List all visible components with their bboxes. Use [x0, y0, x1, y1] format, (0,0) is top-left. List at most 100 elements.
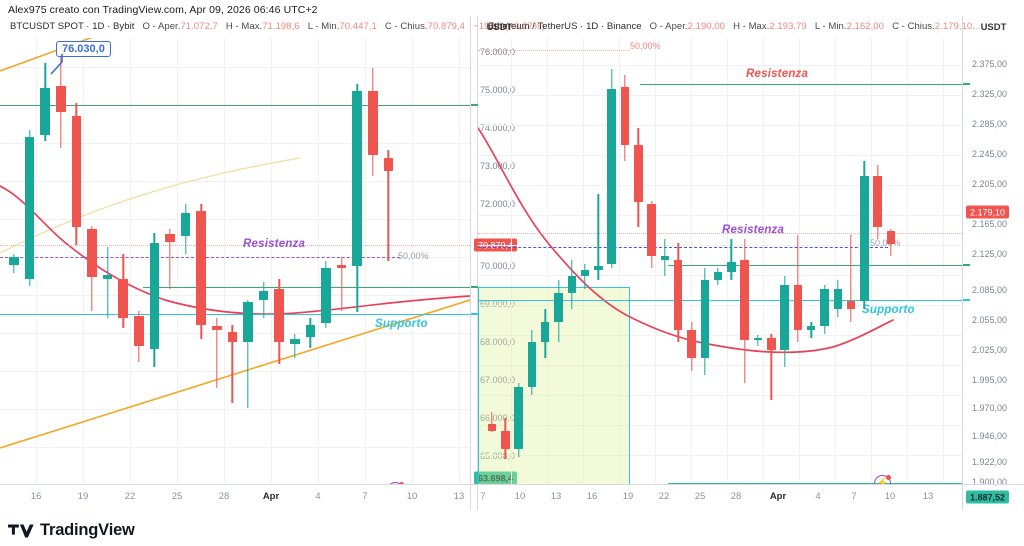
axis-tick: 2.085,00 — [972, 285, 1008, 295]
candle-body — [40, 87, 50, 136]
candlestick[interactable] — [368, 38, 378, 484]
candlestick[interactable] — [673, 38, 683, 484]
candlestick[interactable] — [806, 38, 816, 484]
chart-panel-left[interactable]: BTCUSDT SPOT · 1D · Bybit O - Aper.71.07… — [0, 16, 545, 510]
candlestick[interactable] — [56, 38, 66, 484]
candlestick[interactable] — [647, 38, 656, 484]
candlestick[interactable] — [634, 38, 643, 484]
axis-tick: 2.285,00 — [972, 119, 1008, 129]
legend-open-label: O - Aper. — [649, 21, 688, 32]
candle-body — [383, 158, 394, 171]
candlestick[interactable] — [727, 38, 736, 484]
candlestick[interactable] — [102, 38, 113, 484]
candlestick[interactable] — [352, 38, 362, 484]
candlestick[interactable] — [554, 38, 563, 484]
candle-wick — [491, 411, 493, 433]
candle-body — [753, 337, 763, 341]
resistance-green-upper-right[interactable] — [640, 84, 962, 85]
time-tick: 10 — [884, 491, 896, 502]
candlestick[interactable] — [227, 38, 238, 484]
candlestick[interactable] — [501, 38, 510, 484]
candlestick[interactable] — [321, 38, 331, 484]
candlestick[interactable] — [793, 38, 803, 484]
candlestick[interactable] — [767, 38, 776, 484]
low-price-pill-right: 1.887,52 — [966, 490, 1010, 504]
candle-wick — [169, 229, 171, 290]
candle-body — [673, 259, 683, 330]
resistance-dashed-line-right[interactable] — [478, 247, 888, 248]
candlestick[interactable] — [660, 38, 670, 484]
time-tick: 28 — [730, 491, 742, 502]
current-price-pill-right: 2.179,10 — [966, 205, 1010, 219]
axis-tick: 76.000,0 — [480, 47, 516, 57]
candlestick[interactable] — [607, 38, 616, 484]
candlestick[interactable] — [740, 38, 749, 484]
candlestick[interactable] — [24, 38, 35, 484]
candlestick[interactable] — [846, 38, 856, 484]
plot-area-left[interactable]: Resistenza 50,00% Supporto ⚡ — [0, 38, 470, 484]
candlestick[interactable] — [753, 38, 763, 484]
candle-body — [594, 266, 603, 270]
chart-panel-right[interactable]: Ethereum / TetherUS · 1D · Binance O - A… — [478, 16, 1024, 510]
candle-body — [196, 211, 206, 325]
candlestick[interactable] — [118, 38, 128, 484]
candlestick[interactable] — [305, 38, 316, 484]
candlestick[interactable] — [243, 38, 253, 484]
price-axis-right[interactable]: USDT 2.375,00 2.325,00 2.285,00 2.245,00… — [962, 16, 1024, 510]
candlestick[interactable] — [40, 38, 50, 484]
candlestick[interactable] — [71, 38, 82, 484]
candlestick[interactable] — [527, 38, 537, 484]
candlestick[interactable] — [833, 38, 843, 484]
highlighted-range-box-right[interactable] — [478, 287, 630, 484]
candlestick[interactable] — [700, 38, 710, 484]
candle-wick — [810, 321, 812, 338]
candlestick[interactable] — [383, 38, 394, 484]
bottom-teal-line-right[interactable] — [668, 483, 962, 484]
supporto-line-left[interactable] — [0, 314, 470, 315]
candlestick[interactable] — [514, 38, 523, 484]
time-axis-right[interactable]: 7 10 13 16 19 22 25 28 Apr 4 7 10 13 — [478, 484, 1024, 510]
candlestick[interactable] — [873, 38, 882, 484]
candlestick[interactable] — [196, 38, 206, 484]
candlestick[interactable] — [580, 38, 590, 484]
time-axis-left[interactable]: 16 19 22 25 28 Apr 4 7 10 13 — [0, 484, 528, 510]
candlestick[interactable] — [274, 38, 284, 484]
supporto-line-right[interactable] — [478, 300, 962, 301]
candlestick[interactable] — [212, 38, 222, 484]
candlestick[interactable] — [820, 38, 829, 484]
candlestick[interactable] — [149, 38, 160, 484]
candlestick[interactable] — [487, 38, 497, 484]
candlestick[interactable] — [9, 38, 19, 484]
fib-50-dotted-mid-right[interactable] — [478, 233, 962, 234]
axis-tick: 1.946,00 — [972, 431, 1008, 441]
candlestick[interactable] — [180, 38, 191, 484]
green-mid-line-left[interactable] — [143, 287, 470, 288]
axis-tick: 1.970,00 — [972, 403, 1008, 413]
legend-symbol[interactable]: Ethereum / TetherUS · 1D · Binance — [488, 21, 642, 32]
alert-bolt-icon-left[interactable]: ⚡ — [387, 482, 404, 484]
green-mid-line-right[interactable] — [668, 265, 962, 266]
candlestick[interactable] — [540, 38, 550, 484]
fib-50-dotted-top-right[interactable] — [478, 50, 630, 51]
candlestick[interactable] — [258, 38, 269, 484]
candlestick[interactable] — [713, 38, 723, 484]
candlestick[interactable] — [886, 38, 896, 484]
fib-50-dotted-left[interactable] — [0, 245, 470, 246]
price-axis-left[interactable]: USDT 76.000,0 75.000,0 74.000,0 73.000,0… — [470, 16, 528, 510]
candlestick[interactable] — [620, 38, 630, 484]
candlestick[interactable] — [165, 38, 175, 484]
price-tooltip-left[interactable]: 76.030,0 — [56, 41, 111, 57]
plot-area-right[interactable]: 50,00% Resistenza Resistenza 50,00% Supp… — [478, 38, 962, 484]
resistance-line-green-upper-left[interactable] — [0, 105, 470, 106]
candlestick[interactable] — [87, 38, 97, 484]
candle-body — [540, 321, 550, 343]
candlestick[interactable] — [687, 38, 696, 484]
candlestick[interactable] — [780, 38, 789, 484]
candlestick[interactable] — [336, 38, 347, 484]
candlestick[interactable] — [594, 38, 603, 484]
candlestick[interactable] — [134, 38, 144, 484]
candlestick[interactable] — [567, 38, 577, 484]
candlestick[interactable] — [860, 38, 869, 484]
candlestick[interactable] — [290, 38, 300, 484]
legend-symbol[interactable]: BTCUSDT SPOT · 1D · Bybit — [10, 21, 135, 32]
